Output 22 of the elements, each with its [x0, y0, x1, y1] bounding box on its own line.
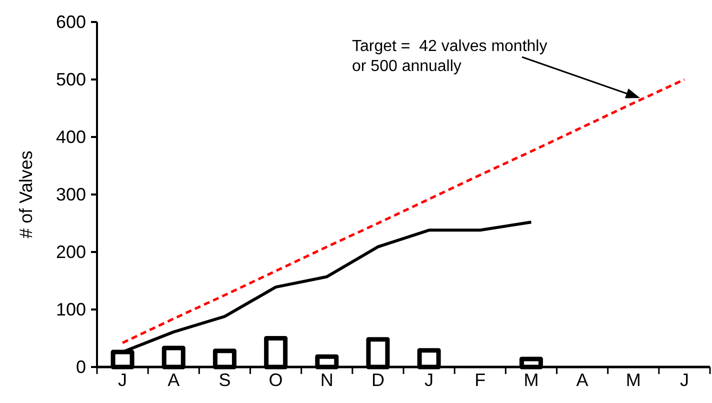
x-tick-label: M [524, 370, 539, 390]
y-axis-title: # of Valves [16, 150, 36, 238]
x-tick-label: F [474, 370, 486, 390]
y-tick-label: 100 [56, 299, 86, 320]
y-tick-label: 0 [76, 356, 86, 377]
line-series [121, 78, 686, 344]
x-tick-label: O [268, 370, 283, 390]
x-tick-label: N [320, 370, 334, 390]
y-tick-label: 200 [56, 242, 86, 262]
x-tick-label: J [118, 370, 128, 390]
x-tick-label: J [680, 370, 689, 390]
x-tick-label: J [424, 370, 434, 390]
x-tick-label: S [218, 370, 231, 390]
x-tick-label: A [168, 370, 180, 390]
x-tick-label: A [576, 370, 588, 390]
y-tick-label: 500 [56, 69, 86, 90]
y-tick-label: 300 [56, 184, 86, 204]
annotation: Target = 42 valves monthly or 500 annually [352, 38, 548, 75]
y-tick-label: 600 [56, 12, 86, 32]
x-tick-label: D [371, 370, 384, 390]
y-tick-label: 400 [56, 126, 86, 147]
x-tick-label: M [626, 370, 641, 390]
